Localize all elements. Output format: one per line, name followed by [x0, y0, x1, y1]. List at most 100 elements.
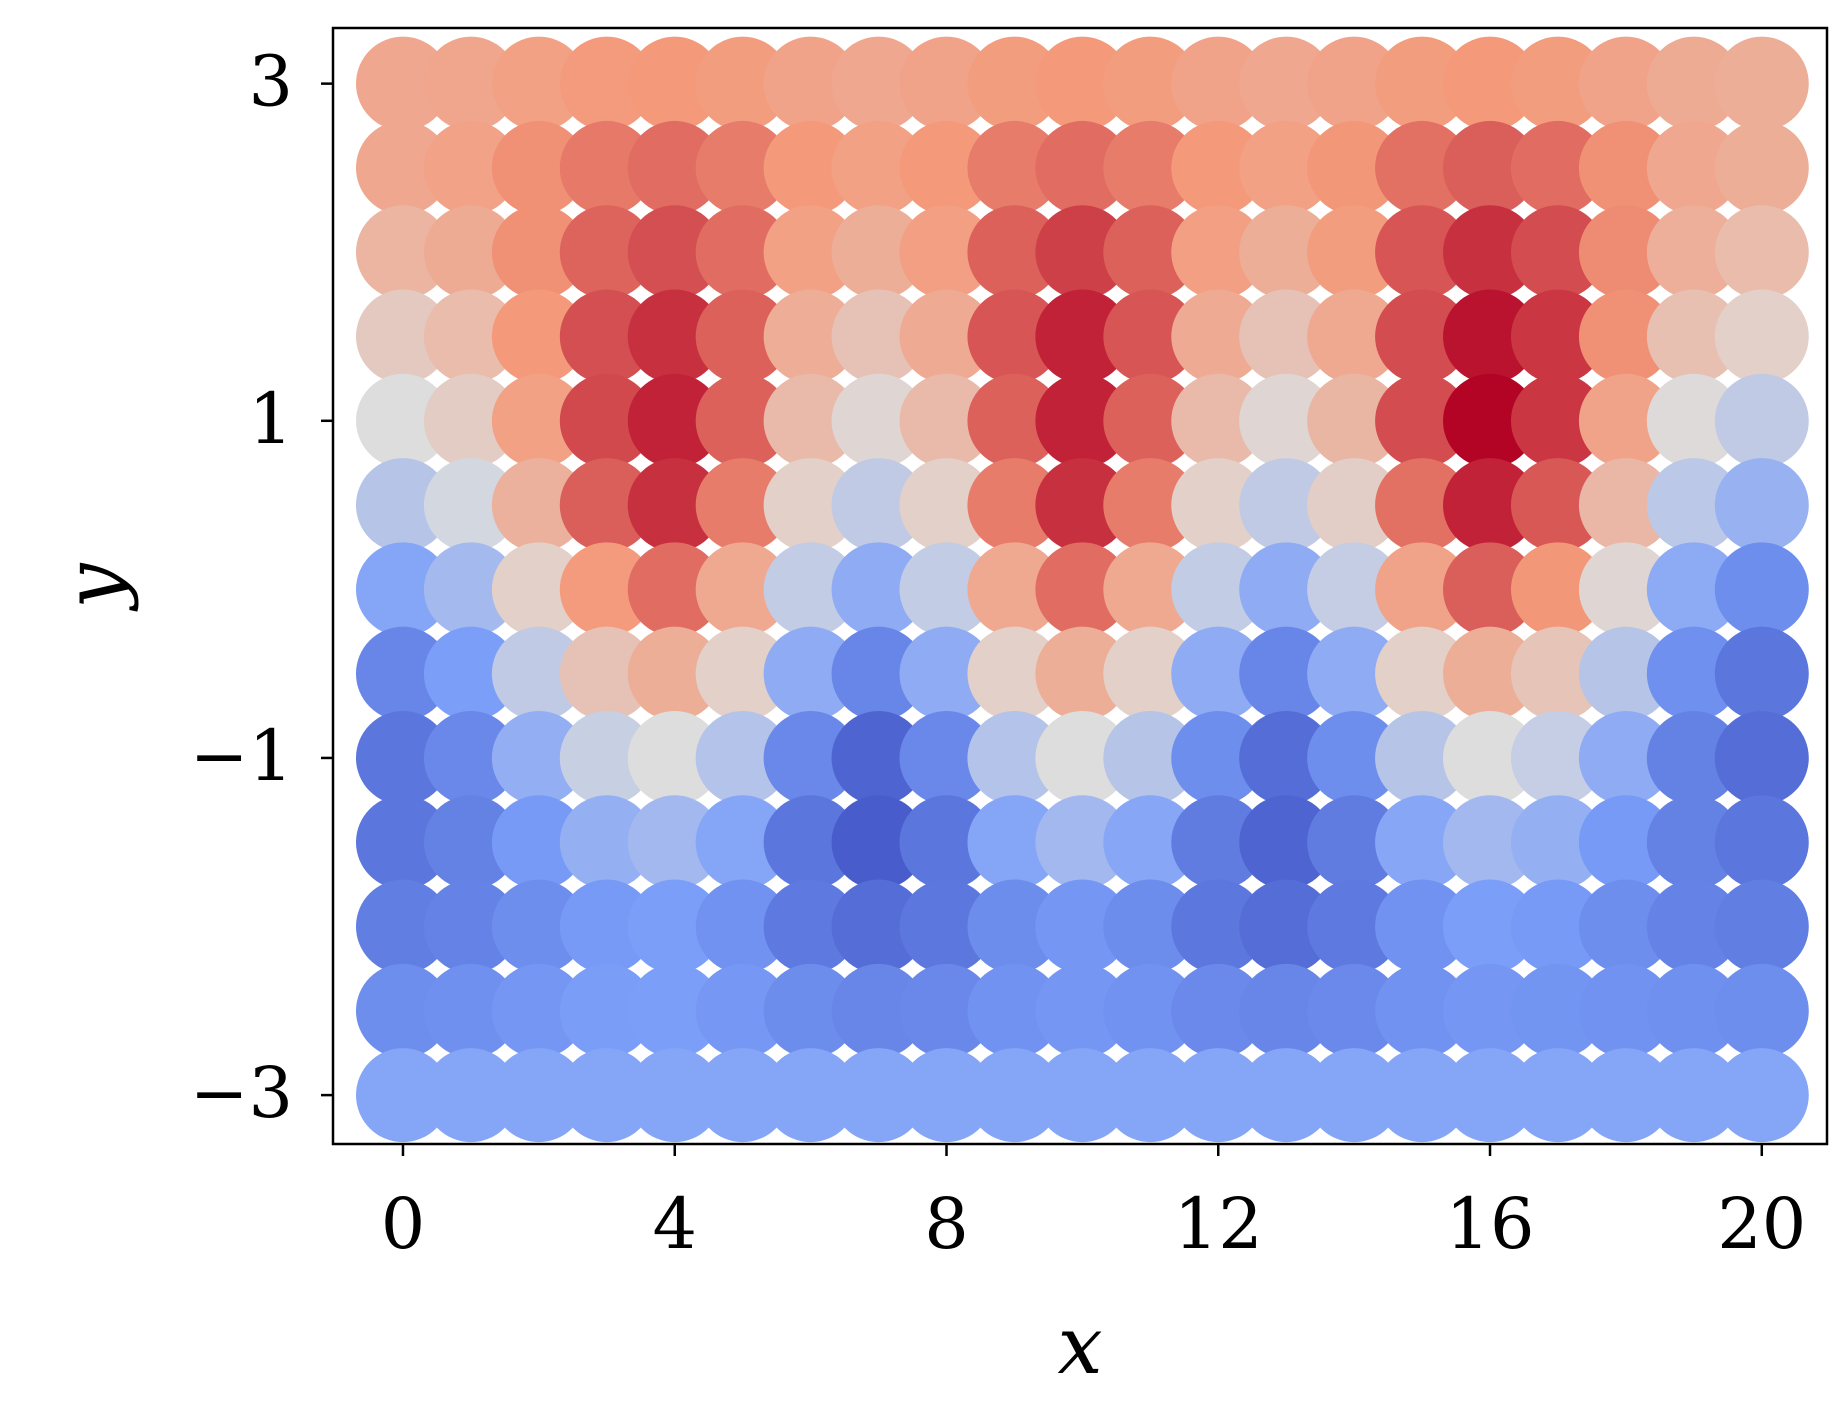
scatter-point: [1443, 205, 1538, 300]
scatter-point: [1103, 710, 1198, 805]
scatter-point: [1239, 289, 1334, 384]
scatter-point: [1578, 120, 1673, 215]
scatter-point: [1375, 458, 1470, 553]
scatter-point: [1578, 205, 1673, 300]
scatter-point: [559, 289, 654, 384]
scatter-point: [1443, 542, 1538, 637]
scatter-point: [559, 1048, 654, 1143]
scatter-point: [1510, 626, 1605, 721]
scatter-point: [831, 205, 926, 300]
scatter-point: [1103, 963, 1198, 1058]
scatter-point: [1035, 120, 1130, 215]
scatter-point: [899, 879, 994, 974]
scatter-point: [763, 289, 858, 384]
scatter-point: [1035, 1048, 1130, 1143]
scatter-point: [1578, 373, 1673, 468]
scatter-point: [1375, 289, 1470, 384]
scatter-point: [1578, 626, 1673, 721]
scatter-point: [1443, 795, 1538, 890]
y-tick-label: 3: [248, 41, 293, 123]
scatter-point: [763, 1048, 858, 1143]
scatter-point: [1443, 289, 1538, 384]
scatter-point: [899, 795, 994, 890]
scatter-point: [1239, 626, 1334, 721]
scatter-point: [1103, 1048, 1198, 1143]
scatter-point: [1035, 458, 1130, 553]
scatter-point: [1375, 963, 1470, 1058]
scatter-point: [423, 458, 518, 553]
scatter-point: [1714, 542, 1809, 637]
scatter-point: [1103, 458, 1198, 553]
scatter-point: [1510, 795, 1605, 890]
scatter-point: [1443, 373, 1538, 468]
scatter-point: [1375, 795, 1470, 890]
scatter-point: [1375, 373, 1470, 468]
scatter-point: [763, 458, 858, 553]
scatter-point: [1239, 458, 1334, 553]
scatter-point: [899, 289, 994, 384]
scatter-point: [1171, 710, 1266, 805]
scatter-point: [1239, 795, 1334, 890]
scatter-point: [1307, 373, 1402, 468]
scatter-point: [1510, 36, 1605, 131]
x-tick-label: 8: [924, 1183, 969, 1265]
scatter-point: [1103, 542, 1198, 637]
scatter-point: [355, 963, 450, 1058]
scatter-point: [1646, 963, 1741, 1058]
scatter-point: [1714, 963, 1809, 1058]
scatter-point: [1714, 458, 1809, 553]
scatter-point: [1103, 120, 1198, 215]
scatter-point: [695, 36, 790, 131]
scatter-point: [355, 205, 450, 300]
scatter-point: [423, 289, 518, 384]
scatter-point: [355, 795, 450, 890]
scatter-point: [1239, 373, 1334, 468]
scatter-point: [763, 963, 858, 1058]
scatter-point: [491, 120, 586, 215]
scatter-point: [695, 795, 790, 890]
scatter-point: [559, 542, 654, 637]
scatter-point: [559, 626, 654, 721]
scatter-point: [831, 373, 926, 468]
scatter-point: [831, 458, 926, 553]
scatter-point: [423, 542, 518, 637]
scatter-point: [967, 542, 1062, 637]
scatter-point: [1035, 963, 1130, 1058]
scatter-point: [491, 626, 586, 721]
scatter-point: [1646, 542, 1741, 637]
scatter-point: [1714, 36, 1809, 131]
scatter-point: [1035, 542, 1130, 637]
scatter-point: [1103, 205, 1198, 300]
scatter-point: [1510, 1048, 1605, 1143]
scatter-point: [491, 205, 586, 300]
x-tick-label: 4: [652, 1183, 697, 1265]
scatter-point: [967, 963, 1062, 1058]
scatter-point: [1103, 879, 1198, 974]
scatter-point: [899, 36, 994, 131]
scatter-point: [355, 458, 450, 553]
scatter-point: [967, 373, 1062, 468]
scatter-point: [627, 1048, 722, 1143]
scatter-point: [1646, 120, 1741, 215]
scatter-point: [627, 205, 722, 300]
scatter-point: [559, 710, 654, 805]
scatter-point: [1171, 458, 1266, 553]
scatter-point: [1646, 205, 1741, 300]
scatter-point: [1171, 205, 1266, 300]
scatter-point: [1714, 120, 1809, 215]
scatter-point: [1035, 289, 1130, 384]
scatter-point: [355, 879, 450, 974]
scatter-point: [1714, 626, 1809, 721]
axes-frame: [331, 26, 1829, 1146]
scatter-point: [1578, 1048, 1673, 1143]
x-tick-label: 12: [1174, 1183, 1263, 1265]
scatter-point: [899, 120, 994, 215]
scatter-point: [1443, 120, 1538, 215]
scatter-point: [1443, 1048, 1538, 1143]
scatter-point: [695, 373, 790, 468]
scatter-point: [967, 205, 1062, 300]
scatter-point: [1307, 542, 1402, 637]
scatter-point: [423, 205, 518, 300]
scatter-point: [1714, 710, 1809, 805]
scatter-point: [1103, 289, 1198, 384]
